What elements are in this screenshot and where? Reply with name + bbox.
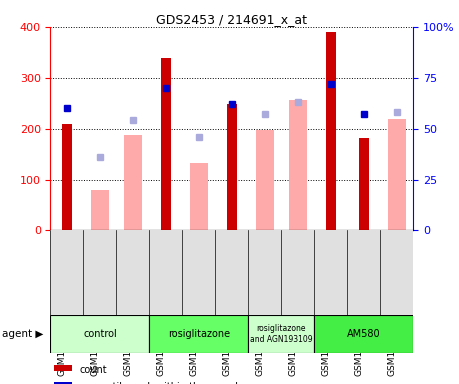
Bar bbox=[359, 138, 369, 230]
Text: rosiglitazone
and AGN193109: rosiglitazone and AGN193109 bbox=[250, 324, 313, 344]
Bar bbox=[54, 382, 72, 384]
Bar bbox=[190, 163, 208, 230]
Bar bbox=[314, 315, 413, 353]
Bar bbox=[62, 124, 72, 230]
Bar bbox=[326, 32, 336, 230]
Bar bbox=[91, 190, 109, 230]
Text: percentile rank within the sample: percentile rank within the sample bbox=[79, 382, 245, 384]
Bar bbox=[387, 119, 406, 230]
Text: control: control bbox=[83, 329, 117, 339]
Bar bbox=[54, 365, 72, 371]
Bar bbox=[50, 315, 149, 353]
Title: GDS2453 / 214691_x_at: GDS2453 / 214691_x_at bbox=[157, 13, 307, 26]
Text: count: count bbox=[79, 364, 107, 375]
Bar bbox=[248, 315, 314, 353]
Bar bbox=[149, 315, 248, 353]
Bar bbox=[227, 104, 237, 230]
Bar bbox=[161, 58, 171, 230]
Text: agent ▶: agent ▶ bbox=[2, 329, 44, 339]
Text: AM580: AM580 bbox=[347, 329, 381, 339]
Bar bbox=[256, 130, 274, 230]
Bar bbox=[124, 135, 142, 230]
Bar bbox=[289, 99, 307, 230]
Text: rosiglitazone: rosiglitazone bbox=[168, 329, 230, 339]
